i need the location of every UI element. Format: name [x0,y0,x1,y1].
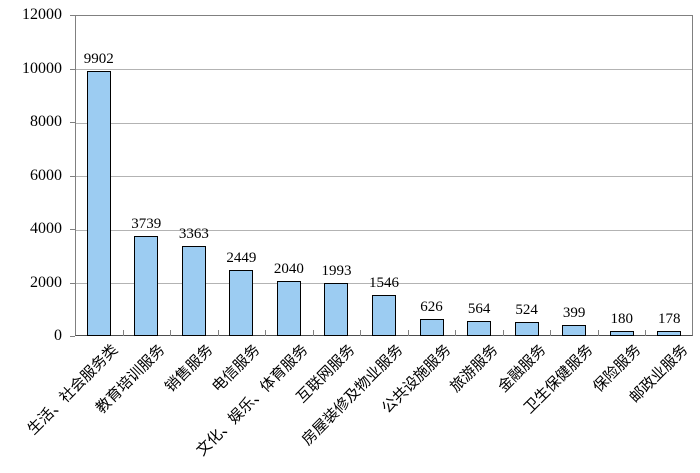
y-axis-tick [70,122,75,123]
bar [609,331,634,336]
x-axis-tick [455,330,457,336]
y-axis-tick-label: 2000 [30,273,62,291]
x-axis-tick [645,330,647,336]
bar-value-label: 178 [657,311,681,328]
bar [181,246,206,336]
y-axis-tick-label: 8000 [30,113,62,130]
gridline [76,69,692,70]
bar [657,331,682,336]
bar-value-label: 1546 [369,274,399,291]
y-axis-tick [70,15,75,16]
plot-area [75,15,693,336]
bar [514,321,539,336]
bar [562,325,587,336]
bar-value-label: 564 [467,300,491,317]
x-axis-tick [122,330,124,336]
bar [324,282,349,336]
x-axis-category-label: 旅游服务 [447,342,502,396]
x-axis-tick [597,330,599,336]
bar-value-label: 180 [610,311,633,328]
bar-value-label: 399 [562,305,586,322]
x-axis-category-label: 生活、社会服务类 [24,342,122,439]
bar [229,270,254,336]
bar [276,281,301,336]
bar-value-label: 626 [420,299,443,316]
bar-value-label: 9902 [83,51,114,68]
y-axis-tick-label: 0 [54,327,62,344]
y-axis-tick [70,175,75,177]
bar-value-label: 3739 [131,215,162,232]
gridline [76,122,692,124]
y-axis-tick-label: 4000 [30,220,62,237]
gridline [76,283,692,284]
y-axis-tick [70,282,75,284]
y-axis-tick-label: 12000 [22,6,62,23]
y-axis-tick-label: 6000 [30,166,62,184]
y-axis-tick-label: 10000 [22,59,62,77]
bar [419,319,444,336]
x-axis-tick [312,330,314,336]
bar [86,71,111,336]
x-axis-tick [502,330,504,336]
gridline [76,176,692,177]
x-axis-tick [360,330,362,336]
bar [134,235,159,336]
bar-value-label: 1993 [321,262,352,279]
y-axis-tick [70,68,75,70]
x-axis-tick [265,330,267,336]
bar-value-label: 2449 [226,250,257,267]
bar [372,294,396,336]
x-axis-tick [170,330,172,336]
bar-value-label: 3363 [178,226,209,243]
x-axis-tick [550,330,552,336]
gridline [76,229,692,231]
y-axis-tick [70,336,75,337]
bar-value-label: 2040 [273,261,304,278]
bar-value-label: 524 [515,301,538,318]
x-axis-tick [407,330,409,336]
x-axis-category-label: 销售服务 [162,342,217,396]
y-axis-tick [70,229,75,230]
x-axis-tick [217,330,219,336]
bar [467,320,492,336]
